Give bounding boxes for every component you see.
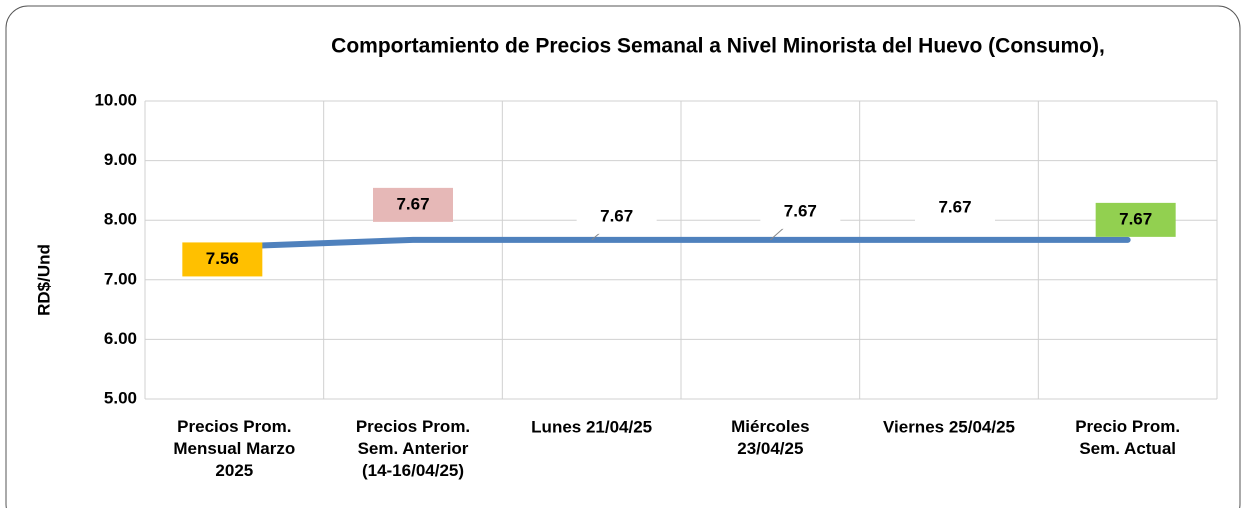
label-box bbox=[915, 190, 995, 225]
x-tick-label: Precios Prom. Mensual Marzo 2025 bbox=[173, 417, 295, 480]
x-tick-label: Precios Prom. Sem. Anterior (14-16/04/25) bbox=[356, 417, 470, 480]
y-tick-label: 7.00 bbox=[104, 269, 137, 288]
data-label: 7.67 bbox=[784, 201, 817, 220]
label-box bbox=[373, 187, 453, 222]
data-label: 7.67 bbox=[396, 194, 429, 213]
data-label: 7.67 bbox=[938, 197, 971, 216]
label-box bbox=[760, 194, 841, 229]
chart-border bbox=[5, 5, 1241, 513]
y-tick-label: 9.00 bbox=[104, 150, 137, 169]
data-label: 7.67 bbox=[1119, 209, 1152, 228]
chart-title: Comportamiento de Precios Semanal a Nive… bbox=[331, 35, 1105, 58]
label-box bbox=[1095, 202, 1176, 237]
x-tick-label: Precio Prom. Sem. Actual bbox=[1075, 417, 1180, 458]
y-axis-label: RD$/Und bbox=[34, 244, 53, 316]
data-label: 7.56 bbox=[206, 249, 239, 268]
data-label: 7.67 bbox=[600, 206, 633, 225]
label-box bbox=[182, 242, 263, 277]
y-tick-label: 6.00 bbox=[104, 329, 137, 348]
y-tick-label: 8.00 bbox=[104, 210, 137, 229]
y-tick-label: 10.00 bbox=[94, 90, 137, 109]
label-box bbox=[576, 199, 657, 234]
x-tick-label: Viernes 25/04/25 bbox=[883, 417, 1015, 436]
x-tick-label: Miércoles 23/04/25 bbox=[731, 417, 809, 458]
line bbox=[231, 236, 1131, 250]
x-tick-label: Lunes 21/04/25 bbox=[531, 417, 652, 436]
y-tick-label: 5.00 bbox=[104, 388, 137, 407]
